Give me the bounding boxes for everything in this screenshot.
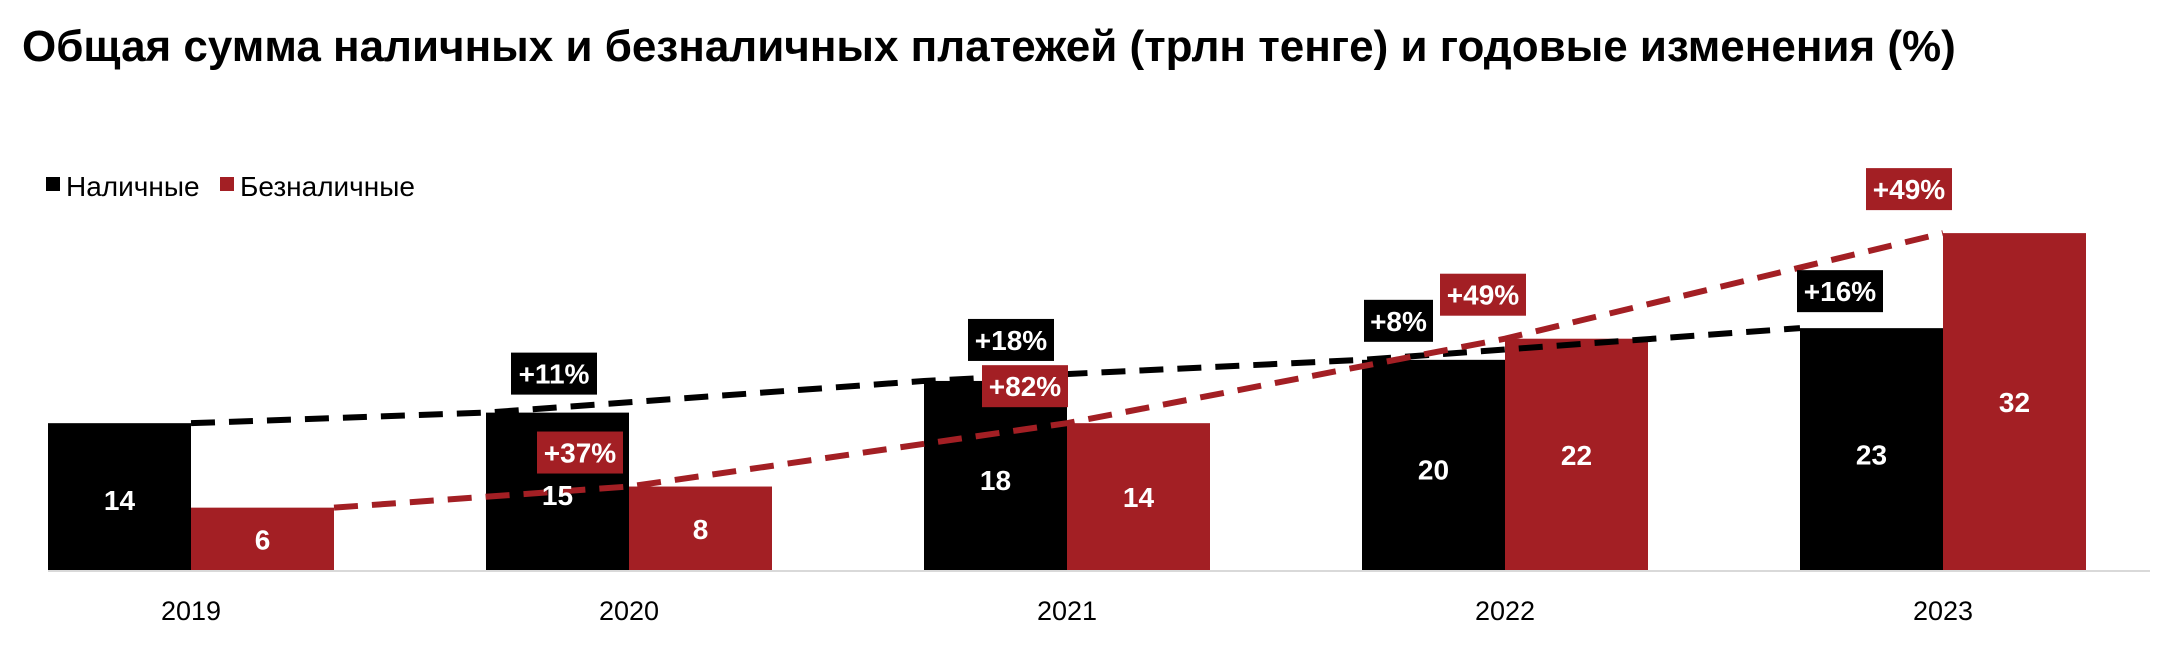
bar-value-label: 20 — [1418, 455, 1449, 486]
bars — [48, 233, 2086, 571]
change-label-noncash-2021: +82% — [982, 365, 1068, 408]
bar-value-label: 22 — [1561, 440, 1592, 471]
change-label-cash-2020: +11% — [511, 352, 597, 395]
trend-line-cash — [190, 325, 1801, 427]
x-tick-label: 2022 — [1475, 596, 1535, 626]
trend-lines — [190, 230, 1944, 511]
bar-value-label: 6 — [255, 524, 271, 555]
change-label-box — [1866, 168, 1952, 211]
legend-swatch-cash — [46, 177, 60, 191]
bar-value-label: 8 — [693, 514, 709, 545]
bar-cash-2021 — [924, 380, 1067, 571]
change-label-box — [1364, 299, 1433, 342]
change-label-text: +49% — [1873, 174, 1945, 205]
x-axis: 2019 2020 2021 2022 2023 — [48, 570, 2150, 626]
change-label-text: +82% — [989, 371, 1061, 402]
bar-noncash-2023 — [1943, 233, 2086, 571]
change-label-box — [511, 352, 597, 395]
bar-cash-2022 — [1362, 359, 1505, 571]
legend: Наличные Безналичные — [46, 171, 415, 202]
bar-value-label: 14 — [104, 485, 136, 516]
trend-line-noncash — [333, 230, 1944, 511]
x-tick-label: 2023 — [1913, 596, 1973, 626]
change-label-cash-2021: +18% — [968, 318, 1054, 361]
change-label-noncash-2023: +49% — [1866, 168, 1952, 211]
change-label-text: +49% — [1447, 280, 1519, 311]
bar-value-label: 23 — [1856, 439, 1887, 470]
x-tick-label: 2021 — [1037, 596, 1097, 626]
x-tick-label: 2020 — [599, 596, 659, 626]
bar-noncash-2019 — [191, 507, 334, 571]
change-label-box — [982, 365, 1068, 408]
change-label-text: +16% — [1804, 276, 1876, 307]
bar-noncash-2022 — [1505, 338, 1648, 571]
bar-value-label: 32 — [1999, 387, 2030, 418]
change-label-box — [1797, 270, 1883, 313]
legend-label-cash: Наличные — [66, 171, 200, 202]
bar-cash-2019 — [48, 423, 191, 571]
bar-value-label: 14 — [1123, 482, 1155, 513]
change-label-box — [1440, 273, 1526, 316]
bar-value-label: 15 — [542, 480, 573, 511]
change-labels: +11% +18% +8% +16% +37% +82% +49% +49% — [511, 168, 1952, 474]
bar-noncash-2020 — [629, 486, 772, 571]
change-label-noncash-2020: +37% — [537, 431, 623, 474]
change-label-cash-2023: +16% — [1797, 270, 1883, 313]
bar-cash-2023 — [1800, 328, 1943, 571]
change-label-noncash-2022: +49% — [1440, 273, 1526, 316]
change-label-text: +37% — [544, 438, 616, 469]
change-label-text: +8% — [1370, 306, 1427, 337]
change-label-text: +18% — [975, 325, 1047, 356]
x-tick-label: 2019 — [161, 596, 221, 626]
chart-title: Общая сумма наличных и безналичных плате… — [22, 22, 1956, 71]
bar-noncash-2021 — [1067, 423, 1210, 571]
value-labels: 14 15 18 20 23 6 8 14 22 32 — [104, 387, 2030, 555]
legend-label-noncash: Безналичные — [240, 171, 415, 202]
change-label-cash-2022: +8% — [1364, 299, 1433, 342]
change-label-text: +11% — [519, 359, 590, 390]
bar-value-label: 18 — [980, 465, 1011, 496]
legend-swatch-noncash — [220, 177, 234, 191]
change-label-box — [537, 431, 623, 474]
change-label-box — [968, 318, 1054, 361]
